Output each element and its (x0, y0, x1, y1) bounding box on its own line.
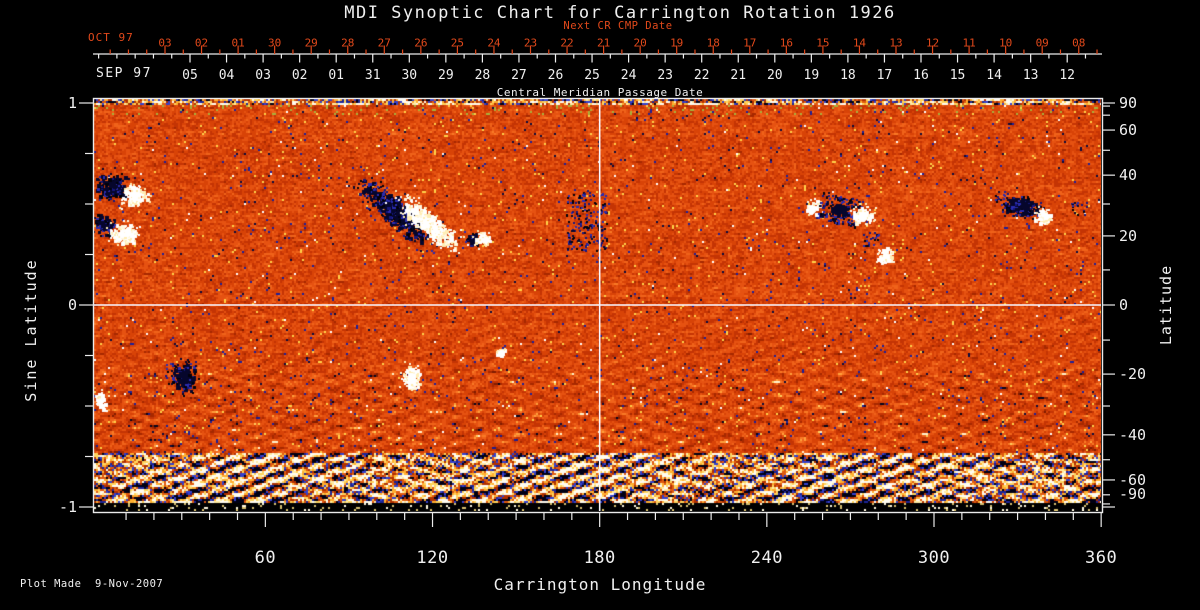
next-cr-day-label: 12 (926, 37, 939, 50)
next-cr-day-label: 23 (524, 37, 537, 50)
next-cr-day-label: 24 (487, 37, 501, 50)
next-cr-day-label: 18 (707, 37, 720, 50)
sine-latitude-tick-label: 0 (68, 296, 77, 314)
latitude-tick-label: -20 (1119, 365, 1146, 383)
cmp-day-label: 23 (657, 68, 673, 83)
next-cr-day-label: 21 (597, 37, 610, 50)
next-cr-day-label: 28 (341, 37, 354, 50)
left-axis-title: Sine Latitude (22, 258, 40, 402)
next-cr-day-label: 03 (158, 37, 171, 50)
cmp-day-label: 04 (219, 68, 235, 83)
latitude-tick-label: -60 (1119, 471, 1146, 489)
longitude-tick-label: 360 (1085, 548, 1117, 568)
next-cr-day-label: 15 (816, 37, 829, 50)
next-cr-day-label: 16 (780, 37, 793, 50)
latitude-tick-label: 20 (1119, 227, 1137, 245)
next-cr-day-label: 08 (1072, 37, 1085, 50)
longitude-axis: 60 120 180 240 300 360 (125, 512, 1117, 568)
next-cr-day-label: 10 (999, 37, 1012, 50)
sine-latitude-tick-label: -1 (59, 498, 77, 516)
latitude-tick-label: 40 (1119, 166, 1137, 184)
cmp-day-label: 28 (475, 68, 491, 83)
cmp-day-label: 25 (584, 68, 600, 83)
cmp-day-label: 30 (401, 68, 417, 83)
latitude-axis: 90 60 40 20 0 -20 -40 -60-90 (1102, 94, 1146, 508)
longitude-tick-label: 240 (751, 548, 783, 568)
next-cr-day-label: 30 (268, 37, 281, 50)
cmp-day-label: 16 (913, 68, 929, 83)
longitude-tick-label: 60 (255, 548, 276, 568)
next-cr-day-label: 20 (634, 37, 647, 50)
sine-latitude-tick-label: 1 (68, 94, 77, 112)
latitude-tick-label: 0 (1119, 296, 1128, 314)
chart-title: MDI Synoptic Chart for Carrington Rotati… (344, 3, 896, 23)
next-cr-axis-title: Next CR CMP Date (563, 20, 673, 32)
plot-made-annotation: Plot Made 9-Nov-2007 (20, 578, 164, 590)
next-cr-day-label: 25 (451, 37, 464, 50)
latitude-tick-label: -90 (1119, 485, 1146, 503)
x-axis-title: Carrington Longitude (493, 575, 707, 594)
cmp-day-label: 20 (767, 68, 783, 83)
cmp-day-label: 03 (255, 68, 271, 83)
cmp-month-label: SEP 97 (96, 66, 152, 81)
longitude-tick-label: 180 (584, 548, 616, 568)
next-cr-day-label: 29 (305, 37, 318, 50)
next-cr-day-label: 22 (560, 37, 573, 50)
cmp-day-label: 22 (694, 68, 710, 83)
next-cr-day-label: 13 (889, 37, 902, 50)
next-cr-day-label: 09 (1036, 37, 1049, 50)
magnetogram-image (94, 99, 1101, 511)
latitude-tick-label: 60 (1119, 121, 1137, 139)
cmp-day-label: 14 (986, 68, 1002, 83)
next-cr-day-label: 27 (378, 37, 391, 50)
cmp-day-label: 24 (621, 68, 637, 83)
longitude-tick-label: 300 (918, 548, 950, 568)
next-cr-day-label: 26 (414, 37, 427, 50)
latitude-tick-label: -40 (1119, 426, 1146, 444)
sine-latitude-axis: 1 0 -1 (59, 94, 93, 516)
cmp-day-label: 02 (292, 68, 308, 83)
longitude-tick-label: 120 (416, 548, 448, 568)
next-cr-day-label: 19 (670, 37, 683, 50)
cmp-axis-title: Central Meridian Passage Date (496, 86, 704, 99)
cmp-day-label: 21 (730, 68, 746, 83)
cmp-day-label: 13 (1023, 68, 1039, 83)
next-cr-day-label: 11 (962, 37, 975, 50)
right-axis-title: Latitude (1157, 264, 1175, 346)
cmp-day-label: 26 (548, 68, 564, 83)
cmp-day-label: 29 (438, 68, 454, 83)
cmp-day-label: 12 (1059, 68, 1075, 83)
next-cr-day-label: 01 (231, 37, 244, 50)
cmp-day-label: 27 (511, 68, 527, 83)
next-cr-day-label: 14 (853, 37, 867, 50)
cmp-day-label: 17 (877, 68, 893, 83)
next-cr-day-label: 17 (743, 37, 756, 50)
next-cr-day-label: 02 (195, 37, 208, 50)
date-axes: 03 02 01 30 29 28 27 26 25 24 23 22 21 20 19 18 17 16 15 14… (93, 37, 1102, 83)
next-cr-month-label: OCT 97 (88, 31, 134, 44)
cmp-day-label: 18 (840, 68, 856, 83)
cmp-day-label: 05 (182, 68, 198, 83)
cmp-day-label: 19 (804, 68, 820, 83)
cmp-day-label: 01 (328, 68, 344, 83)
latitude-tick-label: 90 (1119, 94, 1137, 112)
cmp-day-label: 31 (365, 68, 381, 83)
cmp-day-label: 15 (950, 68, 966, 83)
